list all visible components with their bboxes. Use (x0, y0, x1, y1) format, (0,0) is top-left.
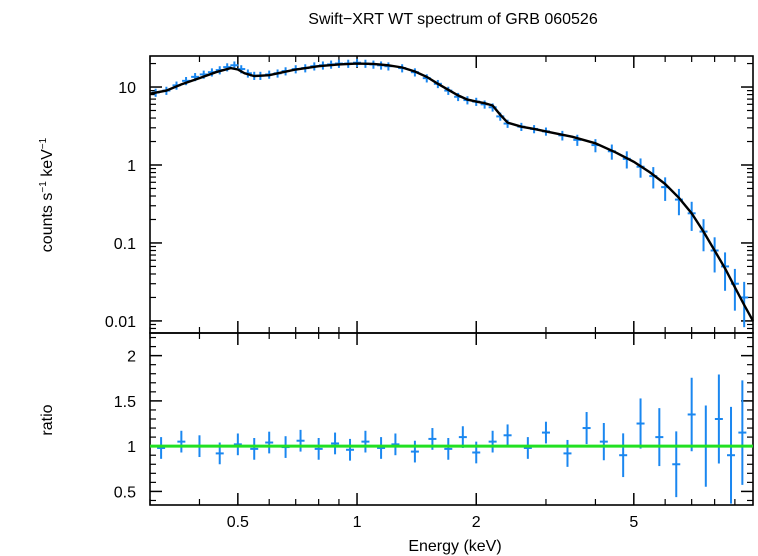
ratio-data-point (582, 412, 591, 445)
ratio-panel-frame (149, 332, 754, 506)
ratio-data-points (157, 374, 747, 504)
x-tick-label: 2 (472, 514, 481, 531)
ratio-data-point (488, 430, 497, 453)
ratio-data-point (738, 380, 747, 485)
ratio-data-point (391, 433, 400, 456)
ratio-data-point (346, 438, 355, 461)
ratio-data-point (599, 423, 608, 461)
ratio-data-point (636, 398, 645, 449)
ratio-data-point (410, 440, 419, 463)
ratio-data-point (714, 374, 723, 464)
ratio-data-point (458, 426, 467, 448)
ratio-y-tick-label: 1.5 (114, 394, 136, 411)
ratio-data-point (233, 433, 242, 456)
ratio-data-point (503, 424, 512, 447)
x-tick-label: 5 (629, 514, 638, 531)
ratio-data-point (727, 406, 736, 504)
x-tick-label: 0.5 (227, 514, 249, 531)
ratio-data-point (444, 438, 453, 460)
spectrum-y-label: counts s−1 keV−1 (38, 137, 56, 252)
ratio-y-label: ratio (39, 404, 56, 435)
y-label-sup-1: −1 (38, 181, 49, 193)
ratio-data-point (177, 430, 186, 453)
ratio-y-ticks: 0.5 1 1.5 2 (114, 336, 753, 501)
ratio-data-point (331, 432, 340, 455)
y-tick-label: 0.01 (105, 314, 136, 331)
y-label-kev: keV (39, 149, 56, 181)
ratio-x-ticks: 0.5 1 2 5 (149, 333, 736, 531)
spectrum-x-ticks (149, 56, 736, 333)
ratio-data-point (541, 421, 550, 444)
ratio-data-point (296, 429, 305, 452)
y-label-sup-2: −1 (38, 137, 49, 149)
ratio-data-point (563, 439, 572, 467)
ratio-data-point (314, 438, 323, 460)
ratio-data-point (655, 408, 664, 467)
ratio-data-point (250, 438, 259, 460)
x-axis-label: Energy (keV) (408, 538, 501, 555)
spectrum-y-ticks: 10 1 0.1 0.01 (105, 62, 753, 331)
ratio-data-point (523, 437, 532, 459)
ratio-data-point (361, 430, 370, 453)
ratio-data-point (619, 433, 628, 478)
y-label-counts: counts s (39, 193, 56, 253)
y-tick-label: 1 (127, 158, 136, 175)
spectrum-panel-frame (149, 55, 754, 334)
spectrum-data-points (151, 58, 749, 328)
x-tick-label: 1 (353, 514, 362, 531)
y-tick-label: 0.1 (114, 236, 136, 253)
model-line (149, 62, 755, 322)
chart-title: Swift−XRT WT spectrum of GRB 060526 (308, 11, 598, 28)
ratio-data-point (672, 431, 681, 498)
ratio-y-tick-label: 0.5 (114, 484, 136, 501)
ratio-data-point (687, 377, 696, 452)
ratio-data-point (157, 437, 166, 459)
ratio-y-tick-label: 1 (127, 439, 136, 456)
ratio-y-tick-label: 2 (127, 349, 136, 366)
ratio-data-point (377, 437, 386, 459)
ratio-data-point (265, 431, 274, 454)
ratio-panel: 0.5 1 1.5 2 0.5 1 2 5 ratio (39, 332, 754, 531)
y-tick-label: 10 (118, 80, 136, 97)
